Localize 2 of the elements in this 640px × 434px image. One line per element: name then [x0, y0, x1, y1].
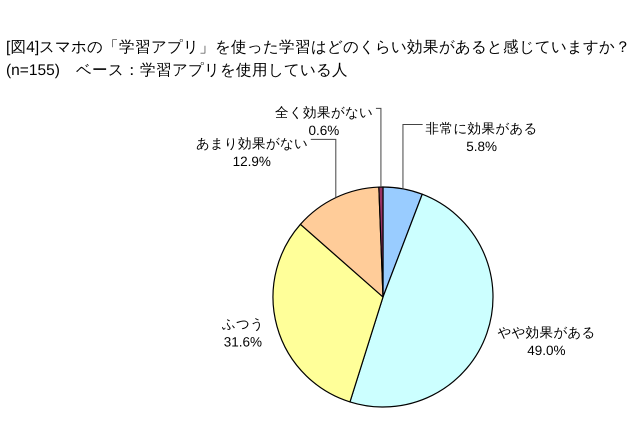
title: [図4]スマホの「学習アプリ」を使った学習はどのくらい効果があると感じていますか？ [6, 39, 632, 56]
subtitle: (n=155) ベース：学習アプリを使用している人 [6, 62, 348, 79]
